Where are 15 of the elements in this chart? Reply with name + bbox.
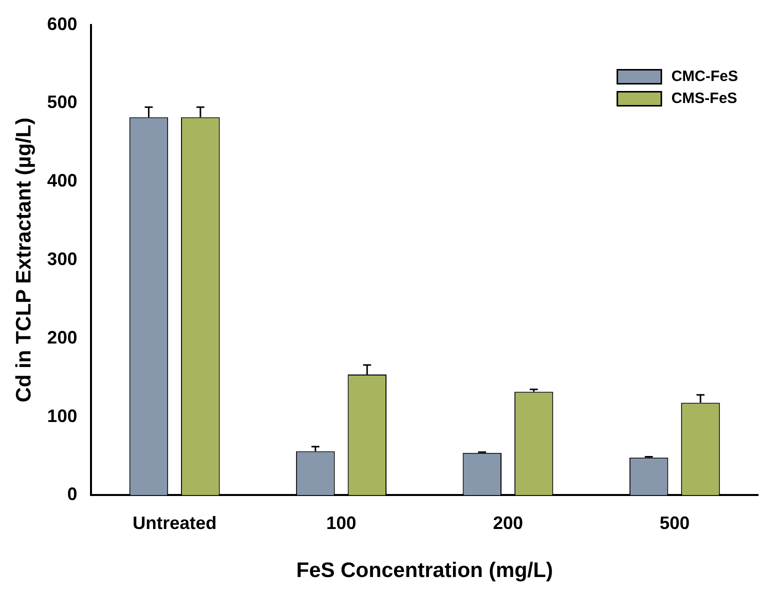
legend-label: CMS-FeS [671, 90, 738, 107]
y-tick-label: 500 [47, 92, 78, 112]
y-tick-label: 300 [47, 248, 78, 269]
y-tick-label: 400 [47, 170, 78, 191]
x-tick-label: Untreated [132, 512, 217, 533]
y-tick-label: 100 [47, 406, 78, 426]
legend-label: CMC-FeS [671, 68, 738, 85]
y-tick-label: 0 [67, 484, 78, 504]
x-axis-title: FeS Concentration (mg/L) [296, 559, 553, 582]
x-tick-label: 500 [660, 512, 690, 533]
y-tick-label: 600 [47, 14, 78, 34]
x-tick-label: 200 [492, 512, 523, 533]
y-tick-label: 200 [47, 327, 78, 348]
x-tick-label: 100 [326, 512, 356, 533]
y-axis-title: Cd in TCLP Extractant (µg/L) [12, 118, 36, 402]
